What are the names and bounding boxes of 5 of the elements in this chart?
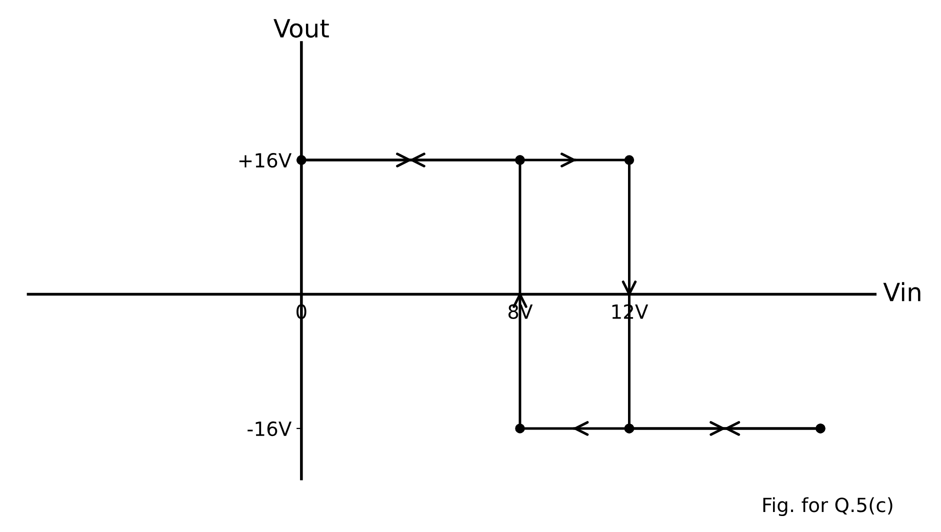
- y-axis-title: Vout: [274, 19, 329, 38]
- x-axis-title: Vin: [883, 282, 920, 302]
- text: Fig. for Q.5(c): [763, 497, 892, 516]
- y-tick-label: +16V: [239, 152, 292, 168]
- y-tick-label: -16V: [248, 421, 292, 436]
